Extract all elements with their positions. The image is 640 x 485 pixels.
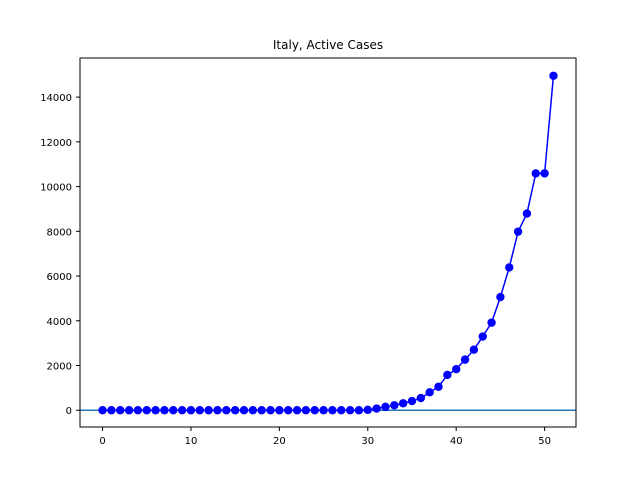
data-point xyxy=(513,227,523,236)
data-point xyxy=(151,406,160,415)
data-point xyxy=(469,345,479,354)
data-point xyxy=(496,292,505,302)
data-point xyxy=(177,406,187,415)
data-point xyxy=(487,318,496,327)
data-point xyxy=(186,406,196,415)
data-point xyxy=(363,405,372,415)
data-point xyxy=(310,406,319,415)
data-point xyxy=(531,169,540,178)
x-tick-label: 20 xyxy=(273,436,286,447)
data-point xyxy=(390,401,399,410)
data-point xyxy=(195,406,204,415)
data-point xyxy=(222,406,231,415)
data-point xyxy=(213,406,222,415)
y-tick-label: 0 xyxy=(66,406,72,417)
data-point xyxy=(345,406,355,415)
data-point xyxy=(142,406,151,415)
data-point xyxy=(275,406,284,415)
data-point xyxy=(522,209,532,218)
data-point xyxy=(266,406,275,415)
data-point xyxy=(337,406,346,415)
data-point xyxy=(505,263,514,272)
data-point xyxy=(160,406,169,415)
data-point xyxy=(328,406,337,415)
data-point xyxy=(540,169,549,178)
data-point xyxy=(133,406,143,415)
data-point xyxy=(292,406,302,415)
data-point xyxy=(107,406,116,415)
data-point xyxy=(354,406,364,415)
data-point xyxy=(460,355,470,364)
y-tick-label: 14000 xyxy=(40,93,72,104)
data-point xyxy=(381,402,390,412)
data-point xyxy=(284,406,293,415)
y-tick-label: 8000 xyxy=(47,227,72,238)
data-point xyxy=(425,388,434,397)
y-tick-label: 4000 xyxy=(47,317,72,328)
data-point xyxy=(230,406,240,415)
chart-title: Italy, Active Cases xyxy=(273,38,383,52)
axes-frame xyxy=(79,57,577,428)
data-point xyxy=(372,404,381,413)
data-point xyxy=(452,364,461,374)
data-point xyxy=(169,406,178,415)
y-tick-label: 10000 xyxy=(40,183,72,194)
x-tick-label: 10 xyxy=(185,436,198,447)
data-point xyxy=(549,71,558,80)
data-point xyxy=(301,406,311,415)
data-point xyxy=(248,406,258,415)
plot-area: 0 10 20 30 40 50 0 2000 4000 6000 8000 10000 12000 14… xyxy=(40,57,577,447)
x-tick-label: 30 xyxy=(361,436,374,447)
x-tick-label: 0 xyxy=(99,436,105,447)
y-tick-label: 2000 xyxy=(47,362,72,373)
data-point xyxy=(416,393,426,403)
data-point xyxy=(478,332,487,341)
series-line xyxy=(102,75,555,411)
data-point xyxy=(116,406,125,415)
x-tick-label: 50 xyxy=(538,436,551,447)
data-point xyxy=(239,406,249,415)
data-point xyxy=(443,370,452,380)
data-point xyxy=(124,406,134,415)
data-point xyxy=(319,406,328,415)
y-tick-label: 6000 xyxy=(47,272,72,283)
data-point xyxy=(398,399,408,408)
y-tick-label: 12000 xyxy=(40,138,72,149)
data-point xyxy=(98,406,107,415)
data-point xyxy=(407,396,417,406)
data-point xyxy=(434,382,443,391)
x-tick-label: 40 xyxy=(450,436,463,447)
data-point xyxy=(204,406,213,415)
data-point xyxy=(257,406,266,415)
